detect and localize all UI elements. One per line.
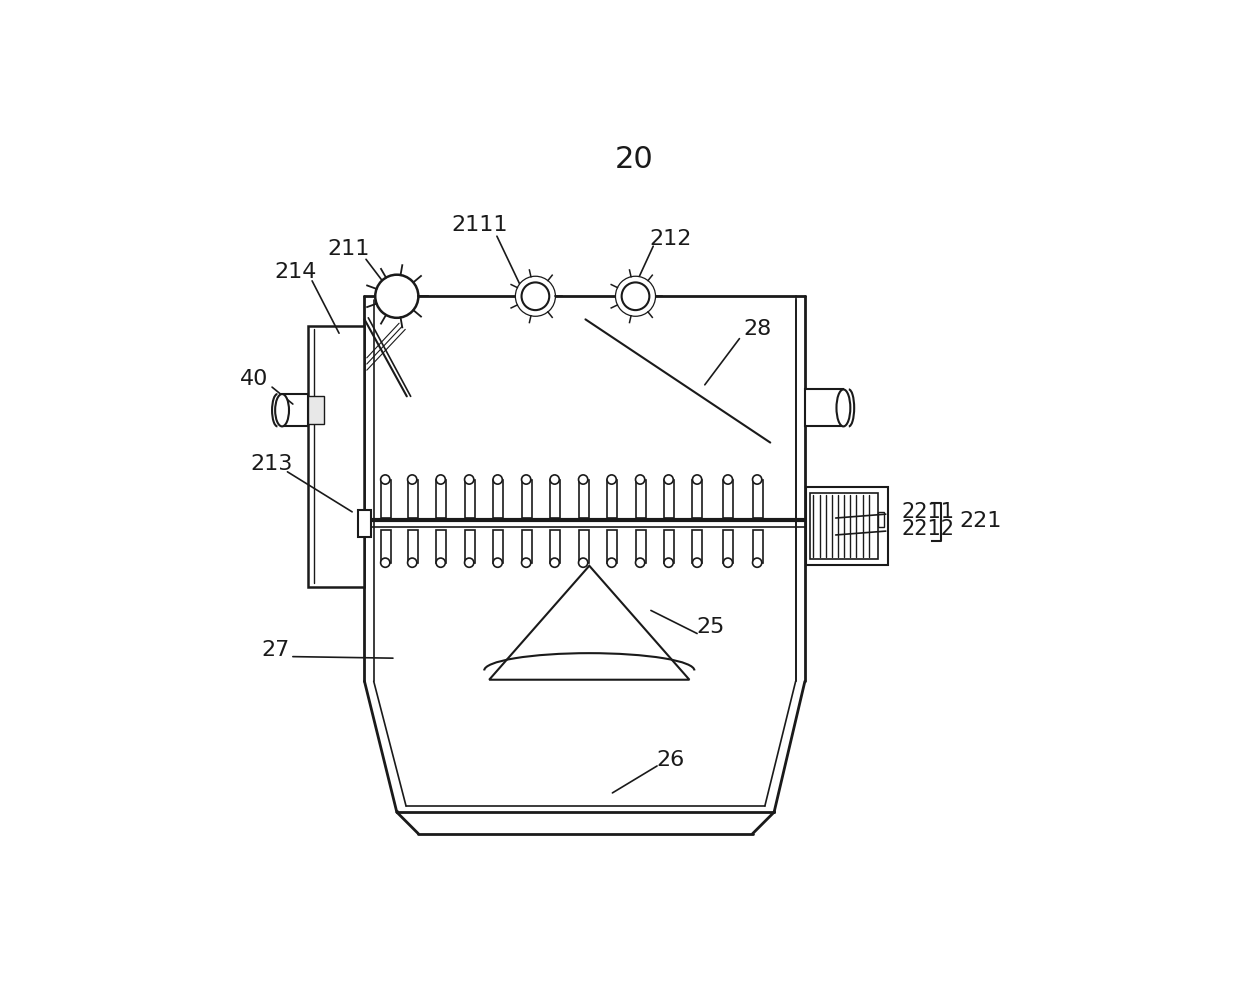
Bar (465, 530, 475, 563)
Circle shape (381, 558, 389, 567)
Text: 2211: 2211 (901, 501, 954, 522)
Bar (281, 394, 309, 426)
Text: 221: 221 (959, 511, 1001, 531)
Circle shape (692, 475, 702, 485)
Circle shape (494, 475, 502, 485)
Bar (723, 530, 733, 563)
Circle shape (376, 275, 418, 318)
Circle shape (608, 475, 616, 485)
Text: 25: 25 (697, 618, 725, 638)
Bar (635, 480, 646, 518)
Bar (692, 480, 703, 518)
Circle shape (465, 558, 474, 567)
Bar (408, 480, 418, 518)
Bar (522, 480, 532, 518)
Circle shape (663, 475, 673, 485)
Text: 26: 26 (656, 750, 684, 770)
Bar (635, 530, 646, 563)
Bar (551, 530, 560, 563)
Bar (494, 480, 503, 518)
Text: 212: 212 (650, 228, 692, 248)
Bar (309, 326, 365, 587)
Bar (753, 480, 763, 518)
Circle shape (436, 475, 445, 485)
Bar (551, 480, 560, 518)
Text: 214: 214 (274, 261, 316, 282)
Bar (494, 530, 503, 563)
Bar (381, 530, 391, 563)
Circle shape (494, 558, 502, 567)
Circle shape (516, 276, 556, 317)
Circle shape (692, 558, 702, 567)
Bar (522, 530, 532, 563)
Circle shape (408, 558, 417, 567)
Ellipse shape (275, 394, 289, 426)
Circle shape (723, 558, 733, 567)
Bar (309, 396, 324, 424)
Bar (608, 530, 618, 563)
Text: 28: 28 (743, 319, 771, 339)
Text: 213: 213 (250, 454, 293, 474)
Circle shape (551, 475, 559, 485)
Circle shape (381, 475, 389, 485)
Bar (436, 480, 446, 518)
Circle shape (579, 475, 588, 485)
Bar (579, 480, 589, 518)
Text: 2111: 2111 (451, 215, 508, 235)
Bar (608, 480, 618, 518)
Circle shape (663, 558, 673, 567)
Bar (753, 530, 763, 563)
Bar (663, 530, 675, 563)
Bar (381, 480, 391, 518)
Circle shape (465, 475, 474, 485)
Circle shape (522, 282, 549, 310)
Circle shape (753, 558, 761, 567)
Circle shape (436, 558, 445, 567)
Ellipse shape (837, 389, 851, 426)
Text: 27: 27 (260, 640, 289, 660)
Text: 40: 40 (241, 369, 269, 389)
Bar (810, 494, 878, 559)
Bar (358, 510, 371, 537)
Circle shape (615, 276, 656, 317)
Circle shape (408, 475, 417, 485)
Text: 20: 20 (615, 145, 653, 174)
Circle shape (608, 558, 616, 567)
Bar (663, 480, 675, 518)
Circle shape (551, 558, 559, 567)
Bar (465, 480, 475, 518)
Circle shape (723, 475, 733, 485)
Text: 211: 211 (327, 238, 371, 258)
Bar (436, 530, 446, 563)
Bar (692, 530, 703, 563)
Bar (408, 530, 418, 563)
Circle shape (522, 558, 531, 567)
Text: 2212: 2212 (901, 518, 954, 539)
Polygon shape (490, 566, 689, 680)
Circle shape (522, 475, 531, 485)
Circle shape (635, 475, 645, 485)
Circle shape (579, 558, 588, 567)
Circle shape (635, 558, 645, 567)
Bar (723, 480, 733, 518)
Bar (806, 488, 888, 565)
Bar (878, 511, 884, 527)
Circle shape (621, 282, 650, 310)
Bar (579, 530, 589, 563)
Bar (805, 389, 843, 426)
Circle shape (753, 475, 761, 485)
